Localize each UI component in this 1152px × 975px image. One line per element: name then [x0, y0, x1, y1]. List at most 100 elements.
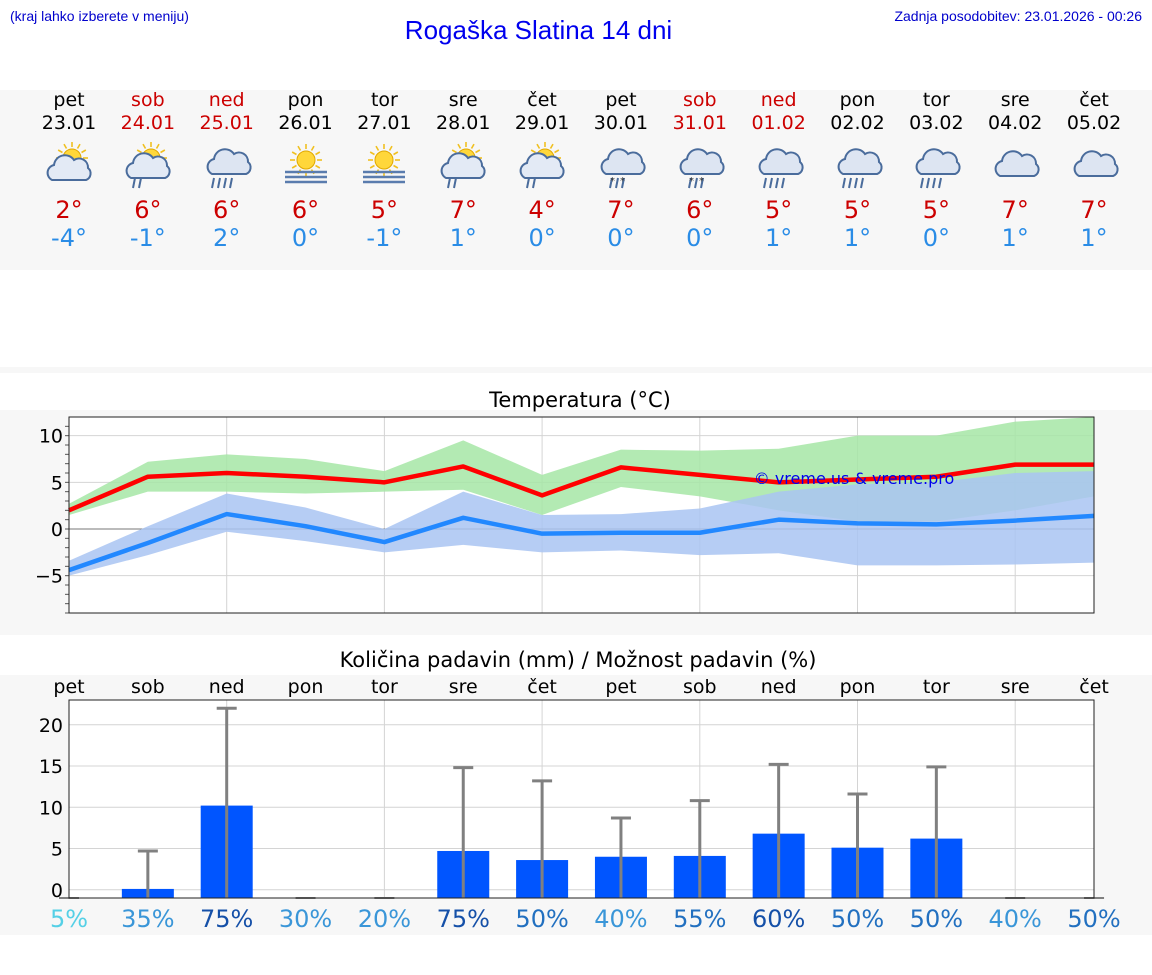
page-title: Rogaška Slatina 14 dni — [404, 15, 673, 45]
day-date: 28.01 — [436, 112, 491, 134]
x-tick-label: pon — [840, 676, 876, 698]
forecast-day: pet 30.01 * * 7° 0° — [581, 88, 661, 252]
y-tick-label: 5 — [51, 839, 63, 861]
precipitation-chance: 50% — [910, 905, 963, 933]
day-name: ned — [760, 89, 797, 111]
min-temperature: -1° — [366, 224, 403, 252]
svg-text:*: * — [689, 176, 694, 187]
min-temperature: 1° — [1001, 224, 1029, 252]
max-temperature: 2° — [55, 196, 83, 224]
day-date: 25.01 — [199, 112, 254, 134]
precipitation-chance: 30% — [279, 905, 332, 933]
precipitation-chance: 50% — [1067, 905, 1120, 933]
x-tick-label: sre — [1001, 676, 1030, 698]
precipitation-chance: 40% — [594, 905, 647, 933]
max-temperature: 6° — [134, 196, 162, 224]
day-name: pet — [605, 89, 637, 111]
x-tick-label: sob — [131, 676, 165, 698]
forecast-day: sre 28.01 7° 1° — [423, 88, 503, 252]
day-name: ned — [208, 89, 245, 111]
x-tick-label: pet — [53, 676, 84, 698]
day-date: 05.02 — [1066, 112, 1122, 134]
day-date: 02.02 — [830, 112, 885, 134]
y-tick-label: 0 — [51, 880, 63, 902]
precipitation-chance: 60% — [752, 905, 805, 933]
precipitation-chance: 75% — [200, 905, 253, 933]
forecast-day: tor 27.01 5° -1° — [344, 88, 424, 252]
sun-fog-icon — [284, 144, 327, 184]
cloud-heavy-rain-icon — [206, 148, 252, 189]
max-temperature: 7° — [1001, 196, 1029, 224]
cloud-heavy-rain-icon — [915, 148, 961, 189]
y-tick-label: 20 — [39, 715, 63, 737]
day-date: 26.01 — [278, 112, 333, 134]
forecast-day: sob 24.01 6° -1° — [108, 88, 188, 252]
day-date: 31.01 — [672, 112, 727, 134]
min-temperature: 0° — [686, 224, 714, 252]
precipitation-chance: 55% — [673, 905, 726, 933]
precipitation-chance: 5% — [50, 905, 88, 933]
min-temperature: 1° — [843, 224, 872, 252]
x-tick-label: pet — [605, 676, 636, 698]
y-tick-label: 15 — [39, 756, 63, 778]
sun-fog-icon — [363, 144, 406, 184]
day-name: pon — [839, 89, 876, 111]
precipitation-chance: 20% — [358, 905, 411, 933]
y-tick-label: 5 — [51, 472, 63, 494]
forecast-day: čet 29.01 4° 0° — [502, 88, 582, 252]
day-name: čet — [527, 89, 557, 111]
day-date: 30.01 — [593, 112, 649, 134]
forecast-day: ned 25.01 6° 2° — [187, 88, 267, 252]
forecast-day: ned 01.02 5° 1° — [739, 88, 819, 252]
day-name: pon — [287, 89, 324, 111]
svg-text:*: * — [610, 176, 615, 187]
min-temperature: 1° — [449, 224, 477, 252]
separator-band — [0, 367, 1152, 373]
forecast-day: čet 05.02 7° 1° — [1054, 88, 1134, 252]
svg-text:*: * — [620, 176, 625, 187]
min-temperature: -1° — [129, 224, 166, 252]
precipitation-chance: 40% — [989, 905, 1042, 933]
forecast-day: pon 26.01 6° 0° — [266, 88, 346, 252]
forecast-day: pet 23.01 2° -4° — [29, 88, 109, 252]
day-date: 29.01 — [514, 112, 570, 134]
day-date: 24.01 — [120, 112, 176, 134]
max-temperature: 7° — [1080, 196, 1108, 224]
cloud-sleet-icon: * * — [679, 148, 725, 189]
max-temperature-line — [68, 462, 1095, 513]
y-tick-label: −5 — [35, 566, 63, 588]
min-temperature: 0° — [528, 224, 556, 252]
day-date: 27.01 — [357, 112, 412, 134]
plot-frame — [68, 699, 1095, 899]
day-name: sob — [683, 89, 717, 111]
precipitation-chance: 75% — [437, 905, 490, 933]
max-temperature: 5° — [922, 196, 950, 224]
min-range-band — [69, 471, 1095, 576]
min-temperature: 2° — [213, 224, 241, 252]
day-name: sob — [131, 89, 165, 111]
x-tick-label: čet — [1079, 676, 1109, 698]
cloud-sleet-icon: * * — [600, 148, 646, 189]
min-temperature: 0° — [922, 224, 950, 252]
x-tick-label: tor — [923, 676, 950, 698]
day-date: 01.02 — [751, 112, 806, 134]
day-name: sre — [1000, 89, 1030, 111]
max-temperature: 6° — [686, 196, 714, 224]
cloud-heavy-rain-icon — [758, 148, 804, 189]
cloud-icon — [1073, 150, 1119, 177]
min-temperature: 0° — [607, 224, 635, 252]
day-name: sre — [448, 89, 478, 111]
y-tick-label: 10 — [39, 426, 63, 448]
max-temperature: 5° — [843, 196, 872, 224]
x-tick-label: pon — [288, 676, 324, 698]
copyright-annotation: © vreme.us & vreme.pro — [754, 469, 955, 488]
day-name: čet — [1079, 89, 1109, 111]
chart-title: Temperatura (°C) — [488, 388, 671, 412]
forecast-day: tor 03.02 5° 0° — [896, 88, 976, 252]
max-temperature: 6° — [291, 196, 320, 224]
max-temperature: 5° — [370, 196, 399, 224]
precipitation-chance: 35% — [121, 905, 174, 933]
max-temperature: 4° — [528, 196, 556, 224]
forecast-day: sob 31.01 * * 6° 0° — [660, 88, 740, 252]
min-temperature: 1° — [765, 224, 793, 252]
